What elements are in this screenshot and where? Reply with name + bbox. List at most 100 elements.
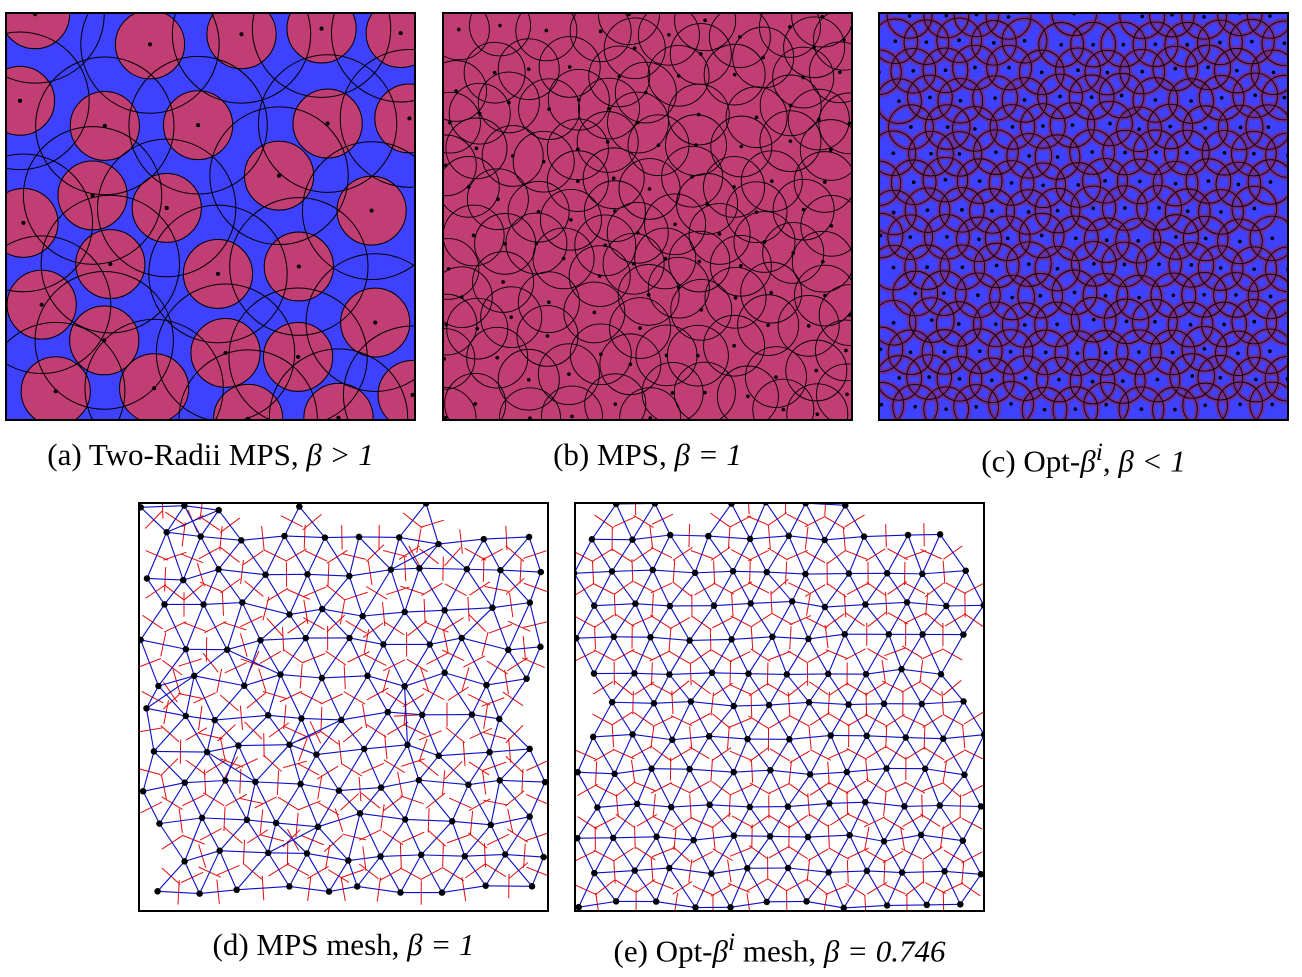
background [576,504,983,910]
disk-outline [507,180,570,243]
mesh-edge [786,674,810,703]
disk-outline [1006,133,1053,179]
disk-outline [1214,48,1260,94]
disk-outline [1182,215,1229,262]
mesh-vertex [936,802,944,809]
sample-point [398,31,403,36]
mesh-edge [612,701,654,704]
disk-outline [444,91,481,154]
mesh-edge [184,817,203,862]
mesh-edge [283,535,308,575]
mesh-edge [789,734,831,740]
disk-outline [1116,274,1162,321]
disk-outline [532,227,595,290]
sample-point [945,125,950,129]
sample-point [576,147,580,152]
mesh-vertex [426,641,434,648]
disk-outline [984,215,1031,261]
mesh-edge [709,735,748,740]
sample-point [891,265,896,270]
mesh-vertex [441,669,448,677]
mesh-edge [362,615,384,645]
sample-point [1171,293,1176,298]
mesh-vertex [401,683,408,690]
mesh-edge [489,718,500,753]
mesh-edge [942,701,965,739]
mesh-edge [348,575,364,617]
mesh-edge [689,640,713,674]
disk-outline [922,156,969,203]
large-disk-outline [339,49,414,188]
mesh-vertex [489,604,496,611]
mesh-vertex [745,670,752,677]
mesh-edge [965,570,983,606]
mesh-vertex [744,864,751,872]
mesh-edge [406,714,423,746]
disk-outline [989,104,1036,150]
mesh-edge [887,904,927,907]
small-disk-outline [7,14,71,50]
mesh-edge [593,571,613,606]
mesh-edge [140,604,165,641]
mesh-edge [593,605,615,638]
mesh-edge [632,733,673,741]
mesh-edge [206,751,256,783]
mesh-edge [300,783,340,792]
disk-outline [1069,129,1115,175]
mesh-vertex [590,602,598,609]
sample-point [911,68,916,73]
mesh-edge [748,636,773,674]
mesh-edge [159,782,186,824]
sample-point [648,416,653,419]
mesh-edge [905,736,944,740]
sample-point [733,295,738,300]
mesh-vertex [784,803,792,810]
mesh-edge [637,803,672,808]
mesh-vertex [318,674,326,682]
mesh-edge [769,836,789,869]
mesh-edge [315,719,342,755]
mesh-edge [577,771,598,808]
mesh-edge [804,539,826,575]
mesh-edge [153,750,208,753]
mesh-edge [200,536,220,570]
mesh-edge [709,771,735,806]
mesh-edge [594,870,635,874]
mesh-edge [236,885,290,891]
mesh-edge [404,568,420,613]
mesh-edge [305,608,323,639]
disk-outline [1055,162,1102,208]
sample-point [545,334,550,338]
sample-point [847,121,851,126]
caption-a: (a) Two-Radii MPS, β > 1 [5,437,416,473]
disk-outline [1054,330,1101,376]
sample-point [39,302,44,307]
mesh-edge [669,534,696,574]
sample-point [717,232,722,236]
sample-point [754,115,759,120]
mesh-edge [788,504,806,537]
sample-point [732,185,736,189]
disk-outline [517,271,580,334]
mesh-edge [359,813,382,857]
mesh-vertex [541,778,547,786]
disk-outline [540,385,603,419]
sample-point [1059,42,1064,47]
disk-outline [1119,14,1165,40]
mesh-edge [806,871,830,902]
sample-point [907,14,912,18]
mesh-edge [142,751,155,792]
sample-point [1235,68,1239,73]
disk-outline [989,274,1035,321]
sample-point [762,240,767,244]
sample-point [1010,295,1014,300]
mesh-vertex [501,851,509,858]
sample-point [847,313,851,317]
mesh-vertex [325,888,333,895]
mesh-edge [206,751,226,781]
small-disk [206,14,277,69]
mesh-edge [593,673,613,703]
mesh-edge [733,835,748,869]
mesh-edge [418,567,446,611]
disk-outline [1168,78,1214,124]
